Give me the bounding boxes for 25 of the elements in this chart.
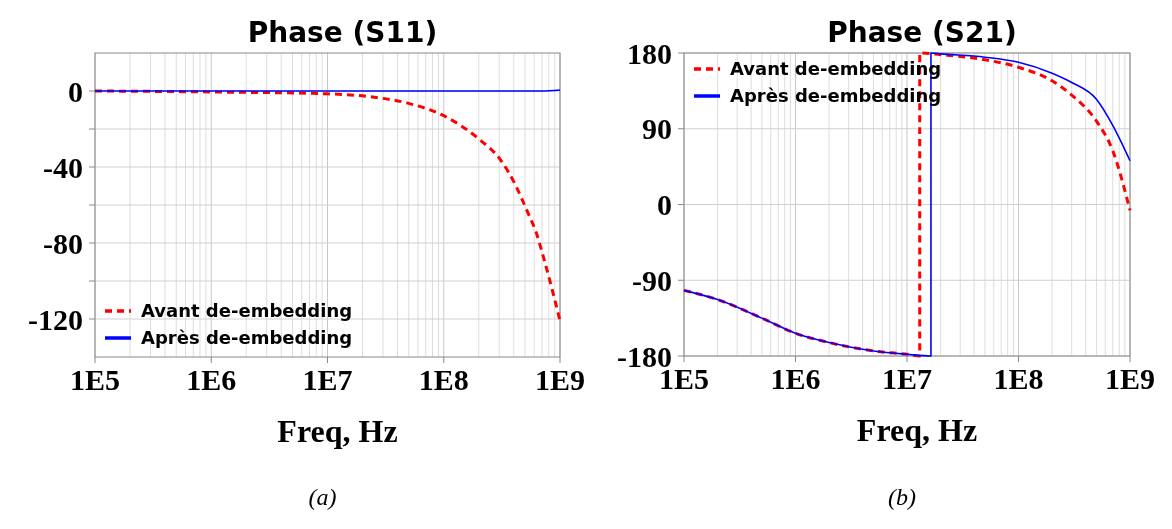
x-tick-label: 1E8 <box>993 362 1044 395</box>
legend-label: Avant de-embedding <box>141 300 353 322</box>
text: (a) <box>308 484 337 510</box>
text: (b) <box>888 484 916 510</box>
chart-title: Phase (S11) <box>247 16 438 49</box>
x-tick-label: 1E5 <box>69 363 121 396</box>
x-tick-label: 1E8 <box>418 363 469 396</box>
y-tick-label: -90 <box>632 263 672 297</box>
legend-label: Après de-embedding <box>141 327 353 349</box>
y-tick-label: 90 <box>642 112 672 146</box>
y-tick-label: -40 <box>43 150 83 184</box>
x-tick-label: 1E6 <box>770 362 821 395</box>
chart-title: Phase (S21) <box>827 16 1017 49</box>
x-axis-title: Freq, Hz <box>856 412 978 448</box>
x-axis-title: Freq, Hz <box>277 413 398 449</box>
x-tick-label: 1E9 <box>1104 362 1156 395</box>
x-tick-label: 1E6 <box>186 363 237 396</box>
y-tick-label: -80 <box>43 226 83 260</box>
x-tick-label: 1E7 <box>302 363 353 396</box>
x-tick-label: 1E9 <box>534 363 586 396</box>
y-tick-label: -120 <box>28 302 83 336</box>
y-tick-label: 0 <box>657 188 672 221</box>
y-tick-label: 0 <box>68 74 83 108</box>
y-tick-label: 180 <box>627 36 672 70</box>
x-tick-label: 1E7 <box>881 362 933 395</box>
